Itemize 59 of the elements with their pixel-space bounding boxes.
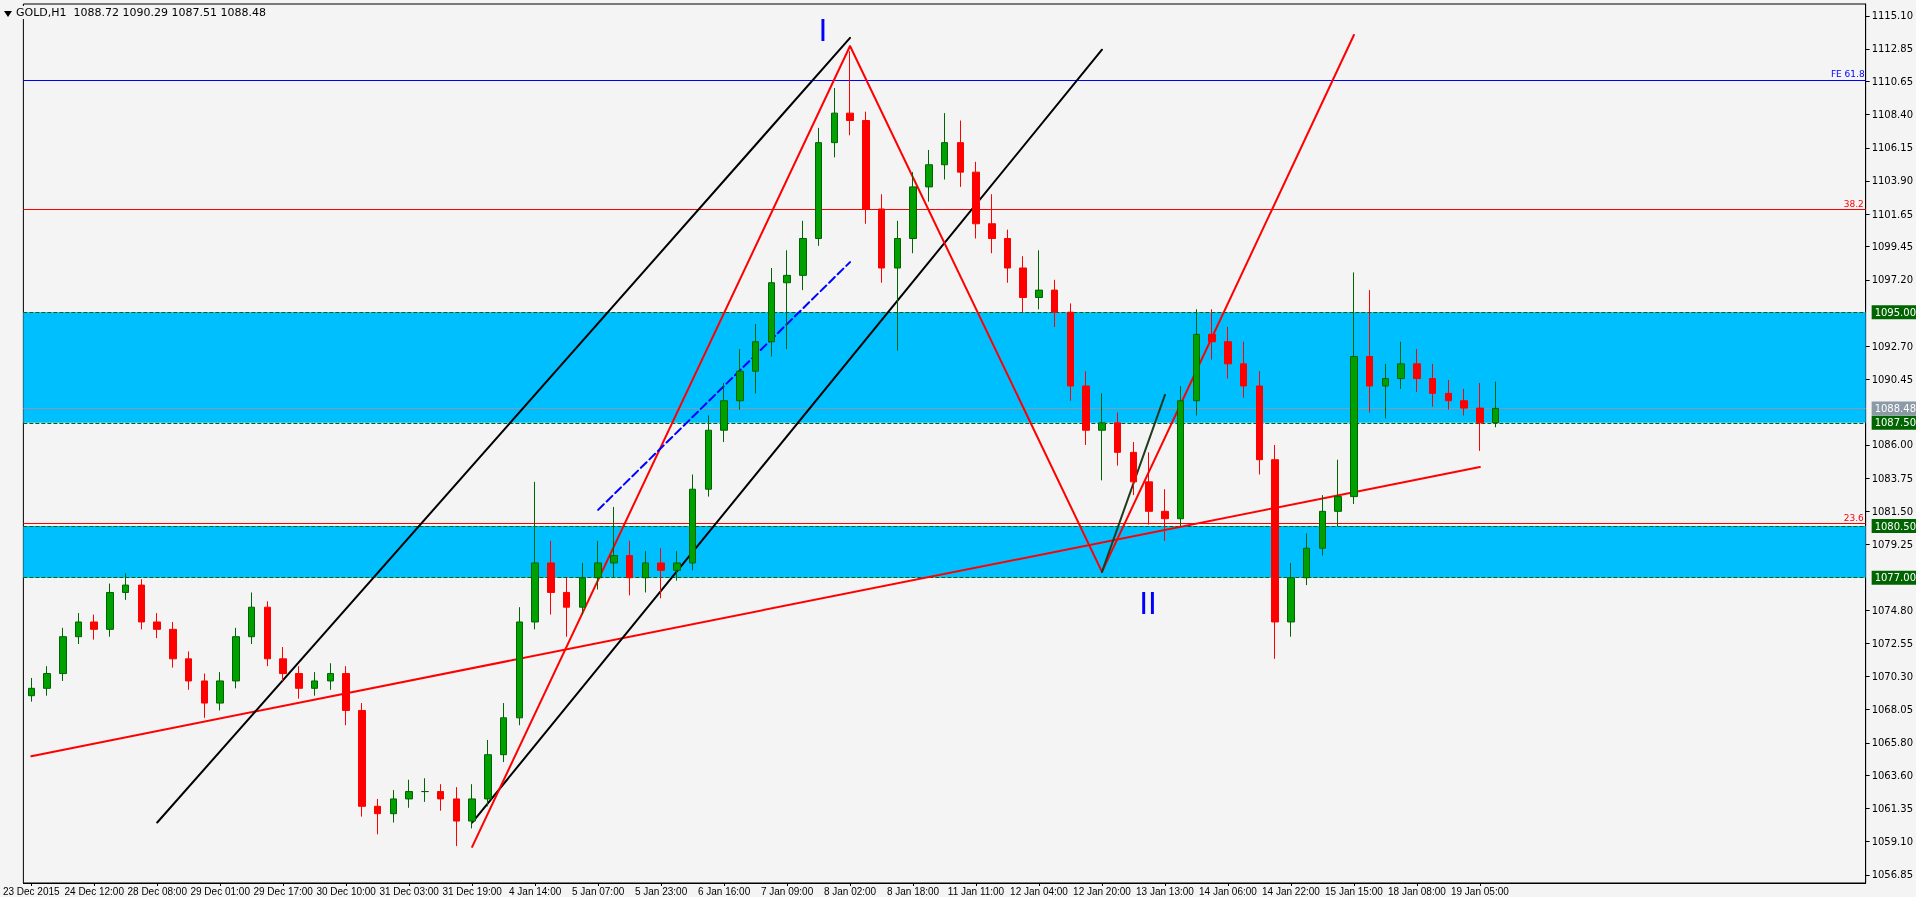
x-tick-label: 23 Dec 2015 xyxy=(2,885,61,897)
ref-line-label: 1080.50 xyxy=(1874,520,1916,532)
x-tick-label: 31 Dec 19:00 xyxy=(442,885,503,897)
x-tick-label: 12 Jan 04:00 xyxy=(1010,885,1069,897)
x-tick-label: 14 Jan 06:00 xyxy=(1199,885,1258,897)
x-tick-label: 30 Dec 10:00 xyxy=(316,885,377,897)
chart-title: GOLD,H1 1088.72 1090.29 1087.51 1088.48 xyxy=(16,6,266,19)
x-tick-label: 4 Jan 14:00 xyxy=(508,885,562,897)
y-tick-label: 1103.90 xyxy=(1871,175,1914,187)
y-tick-label: 1059.10 xyxy=(1871,836,1914,848)
ref-line-label: 1077.00 xyxy=(1874,572,1916,584)
y-tick-label: 1106.15 xyxy=(1871,142,1914,154)
x-tick-label: 7 Jan 09:00 xyxy=(760,885,814,897)
y-tick-label: 1110.65 xyxy=(1871,75,1914,87)
x-tick-label: 15 Jan 15:00 xyxy=(1324,885,1384,897)
y-tick-label: 1079.25 xyxy=(1871,539,1914,551)
x-tick-label: 18 Jan 08:00 xyxy=(1387,885,1447,897)
x-tick-label: 28 Dec 08:00 xyxy=(127,885,188,897)
x-tick-label: 14 Jan 22:00 xyxy=(1262,885,1321,897)
y-tick-label: 1065.80 xyxy=(1871,737,1914,749)
y-tick-label: 1068.05 xyxy=(1871,704,1914,716)
y-tick-label: 1061.35 xyxy=(1871,803,1914,815)
x-tick-label: 5 Jan 23:00 xyxy=(634,885,688,897)
y-tick-label: 1070.30 xyxy=(1871,671,1914,683)
x-tick-label: 5 Jan 07:00 xyxy=(571,885,625,897)
y-tick-label: 1101.65 xyxy=(1871,208,1914,220)
y-tick-label: 1056.85 xyxy=(1871,869,1914,881)
x-tick-label: 31 Dec 03:00 xyxy=(379,885,440,897)
y-tick-label: 1097.20 xyxy=(1871,274,1914,286)
y-tick-label: 1063.60 xyxy=(1871,769,1914,781)
x-tick-label: 13 Jan 13:00 xyxy=(1136,885,1195,897)
annotation: I xyxy=(818,12,828,48)
y-tick-label: 1115.10 xyxy=(1871,10,1914,22)
y-tick-label: 1083.75 xyxy=(1871,472,1914,484)
y-tick-label: 1081.50 xyxy=(1871,505,1914,517)
y-tick-label: 1099.45 xyxy=(1871,241,1914,253)
x-tick-label: 8 Jan 02:00 xyxy=(823,885,877,897)
y-tick-label: 1108.40 xyxy=(1871,109,1914,121)
annotation: 38.2 xyxy=(1843,199,1864,210)
y-tick-label: 1112.85 xyxy=(1871,43,1914,55)
x-tick-label: 29 Dec 17:00 xyxy=(253,885,314,897)
annotation: 23.6 xyxy=(1843,512,1865,523)
x-tick-label: 6 Jan 16:00 xyxy=(697,885,751,897)
ref-line-label: 1088.48 xyxy=(1874,402,1916,414)
x-tick-label: 11 Jan 11:00 xyxy=(947,885,1005,897)
x-tick-label: 8 Jan 18:00 xyxy=(886,885,940,897)
ref-line-label: FE 61.8 xyxy=(1830,69,1865,80)
y-tick-label: 1090.45 xyxy=(1871,373,1914,385)
x-tick-label: 12 Jan 20:00 xyxy=(1073,885,1132,897)
y-tick-label: 1074.80 xyxy=(1871,604,1914,616)
ref-line-label: 1095.00 xyxy=(1874,306,1916,318)
x-tick-label: 29 Dec 01:00 xyxy=(190,885,251,897)
y-tick-label: 1072.55 xyxy=(1871,637,1914,649)
annotation: II xyxy=(1139,585,1157,621)
y-tick-label: 1092.70 xyxy=(1871,340,1914,352)
ref-line-label: 1087.50 xyxy=(1874,417,1916,429)
y-tick-label: 1086.00 xyxy=(1871,439,1914,451)
x-tick-label: 19 Jan 05:00 xyxy=(1450,885,1510,897)
x-tick-label: 24 Dec 12:00 xyxy=(64,885,125,897)
